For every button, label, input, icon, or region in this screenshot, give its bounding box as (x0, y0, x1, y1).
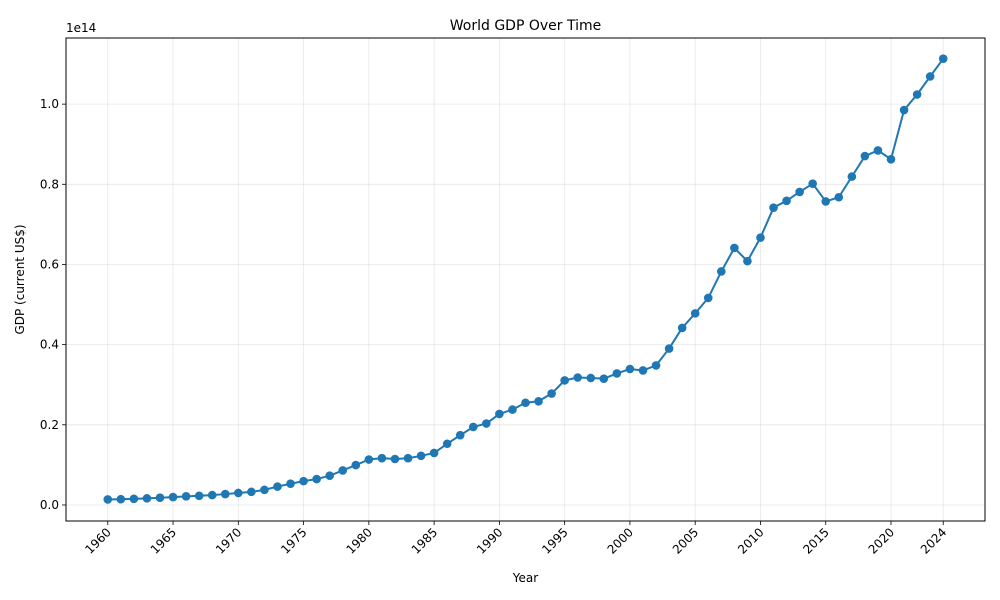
y-axis-label: GDP (current US$) (13, 224, 27, 334)
data-point (403, 453, 413, 463)
y-tick-label: 0.8 (40, 177, 59, 191)
data-point (181, 492, 191, 501)
data-point (899, 105, 909, 115)
y-tick-label: 0.6 (40, 257, 59, 271)
data-point (364, 455, 374, 464)
data-point (429, 448, 439, 458)
data-point (873, 146, 883, 155)
data-point (168, 492, 178, 502)
data-point (155, 493, 165, 503)
y-tick-label: 0.4 (40, 338, 59, 352)
data-point (808, 179, 817, 188)
data-point (860, 151, 870, 161)
data-point (560, 376, 569, 385)
data-point (782, 196, 791, 206)
x-axis-label: Year (512, 571, 538, 585)
data-point (912, 90, 922, 99)
data-point (834, 192, 844, 202)
data-point (390, 454, 400, 464)
data-point (325, 471, 334, 480)
y-tick-label: 1.0 (40, 97, 59, 111)
data-point (116, 494, 126, 504)
data-point (651, 361, 661, 370)
data-point (103, 495, 113, 504)
y-offset-label: 1e14 (66, 21, 96, 35)
data-point (886, 154, 896, 164)
data-point (769, 203, 778, 212)
data-point (573, 373, 583, 382)
data-point (586, 373, 596, 383)
data-point (690, 309, 700, 318)
data-point (717, 267, 726, 276)
data-point (273, 482, 282, 491)
series-gdp (103, 54, 948, 504)
plot-frame (65, 37, 986, 522)
grid-lines (66, 38, 985, 521)
data-point (442, 439, 452, 449)
data-point (299, 476, 308, 486)
data-point (730, 243, 739, 253)
data-point (847, 172, 857, 181)
data-point (234, 488, 243, 498)
data-point (664, 344, 674, 353)
data-point (534, 396, 543, 406)
data-point (260, 485, 269, 495)
data-point (638, 366, 648, 375)
data-point (129, 494, 139, 504)
y-tick-label: 0.2 (40, 418, 59, 432)
data-point (703, 293, 713, 303)
data-point (247, 487, 256, 497)
data-point (495, 409, 504, 419)
data-point (286, 479, 295, 489)
y-tick-label: 0.0 (40, 498, 59, 512)
data-point (377, 453, 387, 463)
data-point (547, 389, 556, 398)
data-point (625, 364, 635, 374)
data-point (677, 323, 687, 333)
data-point (142, 494, 152, 503)
data-point (338, 466, 348, 475)
data-point (756, 233, 765, 242)
data-point (455, 430, 465, 440)
data-point (521, 398, 530, 408)
data-point (508, 405, 517, 414)
data-point (482, 419, 491, 428)
data-point (416, 451, 426, 461)
data-point (207, 490, 217, 500)
data-point (925, 72, 935, 81)
data-point (599, 374, 609, 383)
data-point (821, 197, 831, 206)
data-point (194, 491, 204, 501)
data-point (938, 54, 948, 63)
data-point (612, 369, 622, 378)
data-point (743, 256, 752, 266)
data-point (795, 187, 804, 197)
chart-title: World GDP Over Time (450, 18, 601, 34)
data-point (312, 474, 321, 484)
data-point (351, 460, 361, 470)
data-point (220, 489, 230, 499)
data-point (468, 422, 478, 432)
